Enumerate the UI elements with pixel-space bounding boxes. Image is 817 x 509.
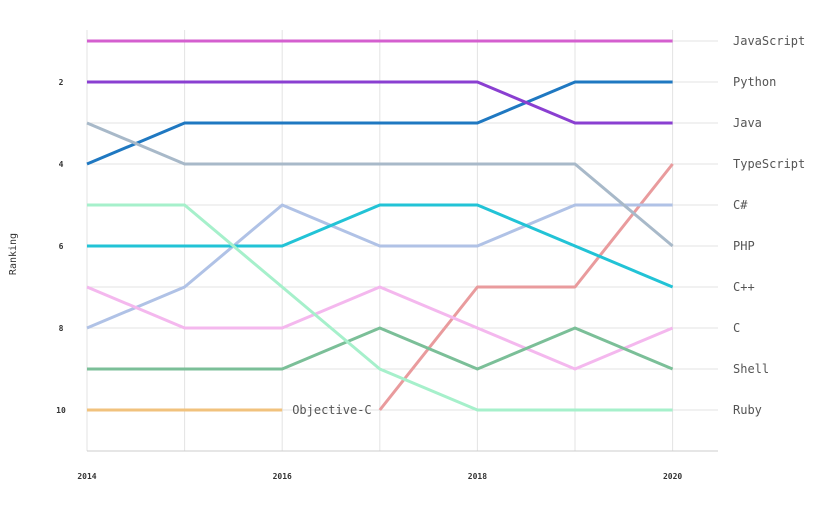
series-label-shell: Shell: [733, 362, 769, 376]
grid-layer: [86, 30, 718, 452]
x-tick-label: 2018: [468, 472, 487, 481]
series-label-objective-c: Objective-C: [292, 403, 371, 417]
series-label-cplusplus: C++: [733, 280, 755, 294]
series-label-java: Java: [733, 116, 762, 130]
series-lines: [86, 39, 674, 412]
series-label-c: C: [733, 321, 740, 335]
series-label-python: Python: [733, 75, 776, 89]
y-axis-title: Ranking: [8, 233, 19, 275]
series-label-ruby: Ruby: [733, 403, 762, 417]
series-label-csharp: C#: [733, 198, 748, 212]
series-line-php: [86, 121, 674, 248]
series-line-java: [87, 80, 673, 125]
series-line-cplusplus: [87, 203, 674, 289]
labels-layer: Ranking 2014 2016 2018 2020 2 4 6 8 10 JavaScript…: [8, 34, 805, 481]
series-label-php: PHP: [733, 239, 755, 253]
series-line-ruby: [87, 203, 673, 412]
series-label-typescript: TypeScript: [733, 157, 805, 171]
y-tick-label: 10: [56, 406, 66, 415]
series-label-javascript: JavaScript: [733, 34, 805, 48]
y-tick-label: 4: [59, 160, 64, 169]
series-line-c: [86, 285, 674, 371]
x-tick-label: 2014: [77, 472, 96, 481]
series-line-csharp: [86, 203, 673, 330]
series-line-python: [86, 80, 673, 166]
y-tick-label: 8: [59, 324, 64, 333]
y-tick-label: 6: [59, 242, 64, 251]
x-tick-label: 2016: [273, 472, 292, 481]
y-tick-label: 2: [59, 78, 64, 87]
x-tick-label: 2020: [663, 472, 682, 481]
series-line-shell: [87, 326, 674, 371]
